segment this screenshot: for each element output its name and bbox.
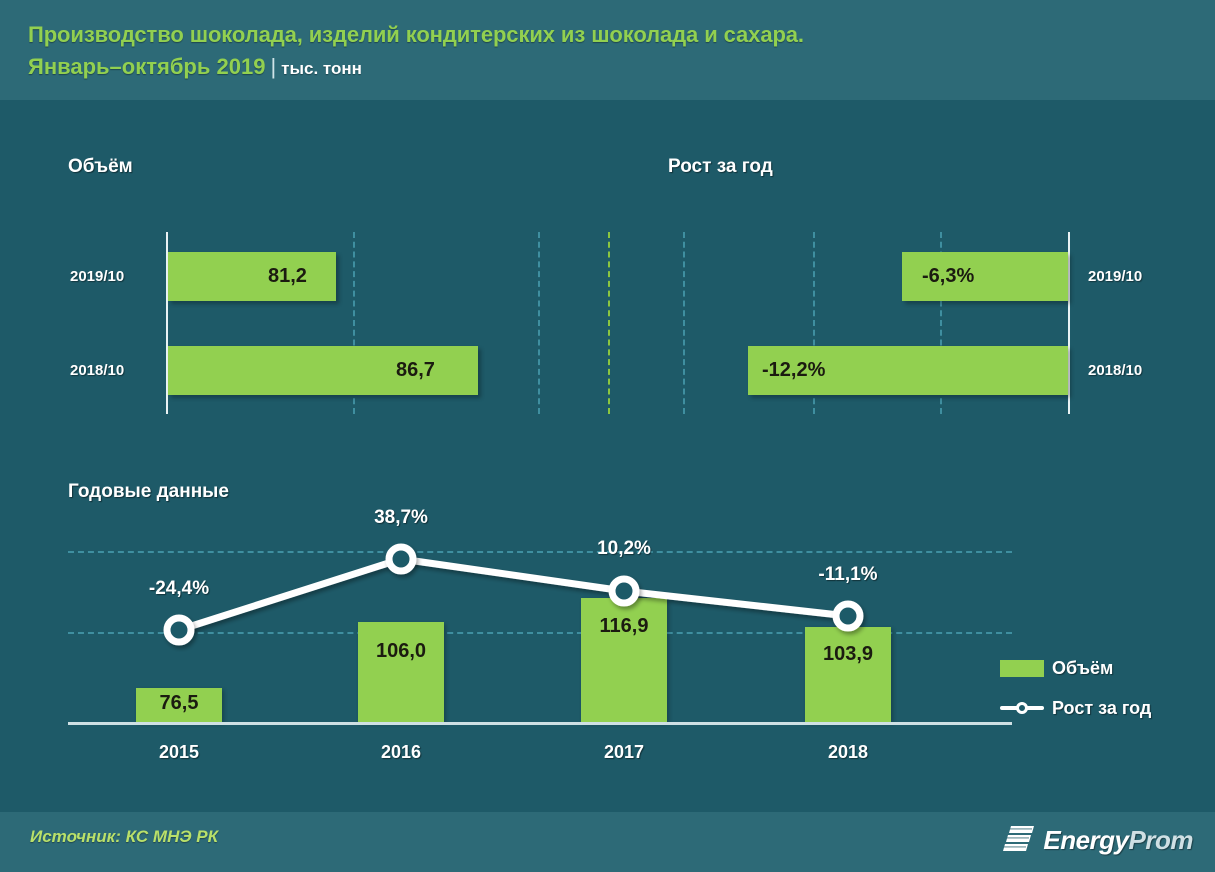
annual-year-2016: 2016 [380,742,422,762]
volume-chart-heading: Объём [68,156,133,177]
energyprom-logo[interactable]: EnergyProm [1001,824,1194,856]
annual-pct-label-2016: 38,7% [374,507,428,528]
volume-bar-2019[interactable] [168,252,336,301]
subtitle-line: Январь–октябрь 2019 | тыс. тонн [28,52,1168,85]
page-title: Производство шоколада, изделий кондитерс… [28,22,804,47]
annual-year-2017: 2017 [603,742,645,762]
growth-chart-heading: Рост за год [668,156,773,177]
legend-swatch-icon [1000,659,1044,677]
annual-bar-2015[interactable] [136,688,222,722]
annual-bar-label-2017: 116,9 [599,615,649,637]
growth-bar-label-2019: -6,3% [922,265,975,287]
volume-gridline-2 [538,232,540,414]
legend-label-volume: Объём [1052,657,1114,678]
annual-pct-label-2018: -11,1% [818,564,878,585]
annual-pct-label-2017: 10,2% [597,538,651,559]
legend-label-growth: Рост за год [1052,697,1152,718]
annual-baseline-axis [68,722,1012,725]
annual-bar-2016[interactable] [358,622,444,722]
legend-item-volume[interactable]: Объём [1000,648,1210,688]
growth-category-2019: 2019/10 [1088,268,1143,285]
units-label: тыс. тонн [281,59,362,78]
annual-chart-heading: Годовые данные [68,481,229,502]
logo-word-energy: Energy [1043,824,1129,855]
growth-axis [1068,232,1070,414]
growth-category-2018: 2018/10 [1088,362,1143,379]
volume-gridline-1 [353,232,355,414]
volume-axis [166,232,168,414]
growth-gridline-3 [940,232,942,414]
growth-bar-2019[interactable] [902,252,1068,301]
growth-gridline-2 [813,232,815,414]
header-text-block: Производство шоколада, изделий кондитерс… [28,20,1168,85]
volume-bar-2018[interactable] [168,346,478,395]
annual-year-2018: 2018 [827,742,869,762]
volume-category-2019: 2019/10 [70,268,125,285]
source-label: Источник: КС МНЭ РК [30,827,219,846]
legend-item-growth[interactable]: Рост за год [1000,688,1210,728]
growth-bar-label-2018: -12,2% [762,359,826,381]
energyprom-logo-icon [1003,826,1035,851]
volume-category-2018: 2018/10 [70,362,125,379]
legend-line-marker-icon [1000,699,1044,717]
annual-bar-2018[interactable] [805,627,891,722]
annual-year-2015: 2015 [158,742,200,762]
growth-gridline-origin [608,232,610,414]
annual-bar-label-2018: 103,9 [822,643,874,665]
annual-gridline-upper [68,551,1012,553]
volume-bar-label-2018: 86,7 [396,359,435,381]
volume-bar-label-2019: 81,2 [268,265,307,287]
annual-bar-label-2015: 76,5 [159,692,199,714]
chart-legend: Объём Рост за год [1000,648,1210,728]
annual-bar-label-2016: 106,0 [375,640,427,662]
logo-word-prom: Prom [1128,824,1194,855]
growth-gridline-1 [683,232,685,414]
growth-bar-2018[interactable] [748,346,1068,395]
header-band: Производство шоколада, изделий кондитерс… [0,0,1215,100]
energyprom-logo-text: EnergyProm [1043,825,1193,856]
annual-pct-label-2015: -24,4% [148,578,210,599]
period-label: Январь–октябрь 2019 [28,54,266,79]
title-separator: | [270,54,277,79]
